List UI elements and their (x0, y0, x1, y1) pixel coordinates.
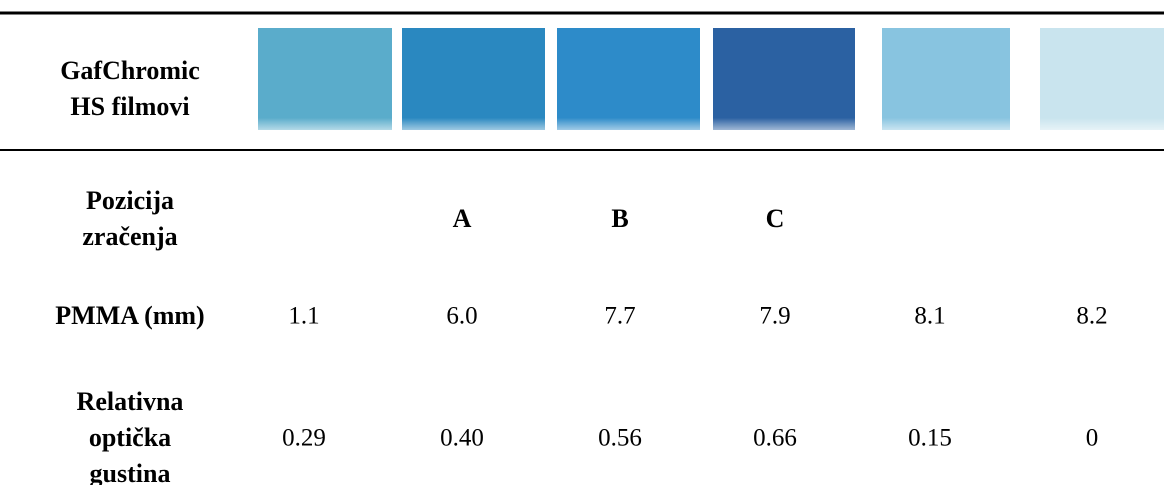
film-swatches (258, 28, 1164, 130)
cell: 1.1 (288, 303, 319, 330)
row-label: HS filmovi (70, 92, 189, 121)
cell: 0.15 (908, 425, 952, 452)
cell: C (766, 204, 785, 233)
cell: B (611, 204, 628, 233)
film-edge (258, 28, 1164, 130)
row-label: gustina (90, 459, 171, 485)
row-label: GafChromic (60, 56, 200, 85)
cell: 8.2 (1076, 303, 1107, 330)
cell: 7.9 (759, 303, 790, 330)
row-label: Relativna (77, 387, 184, 416)
cell: 0.56 (598, 425, 642, 452)
cell: 0.40 (440, 425, 484, 452)
cell: 6.0 (446, 303, 477, 330)
cell: 0 (1086, 425, 1099, 452)
cell: 0.66 (753, 425, 797, 452)
row-label: Pozicija (86, 186, 174, 215)
cell: 7.7 (604, 303, 635, 330)
cell: 8.1 (914, 303, 945, 330)
cell: 0.29 (282, 425, 326, 452)
cell: A (453, 204, 472, 233)
row-label: PMMA (mm) (55, 301, 204, 330)
row-label: optička (89, 423, 171, 452)
row-label: zračenja (82, 222, 177, 251)
